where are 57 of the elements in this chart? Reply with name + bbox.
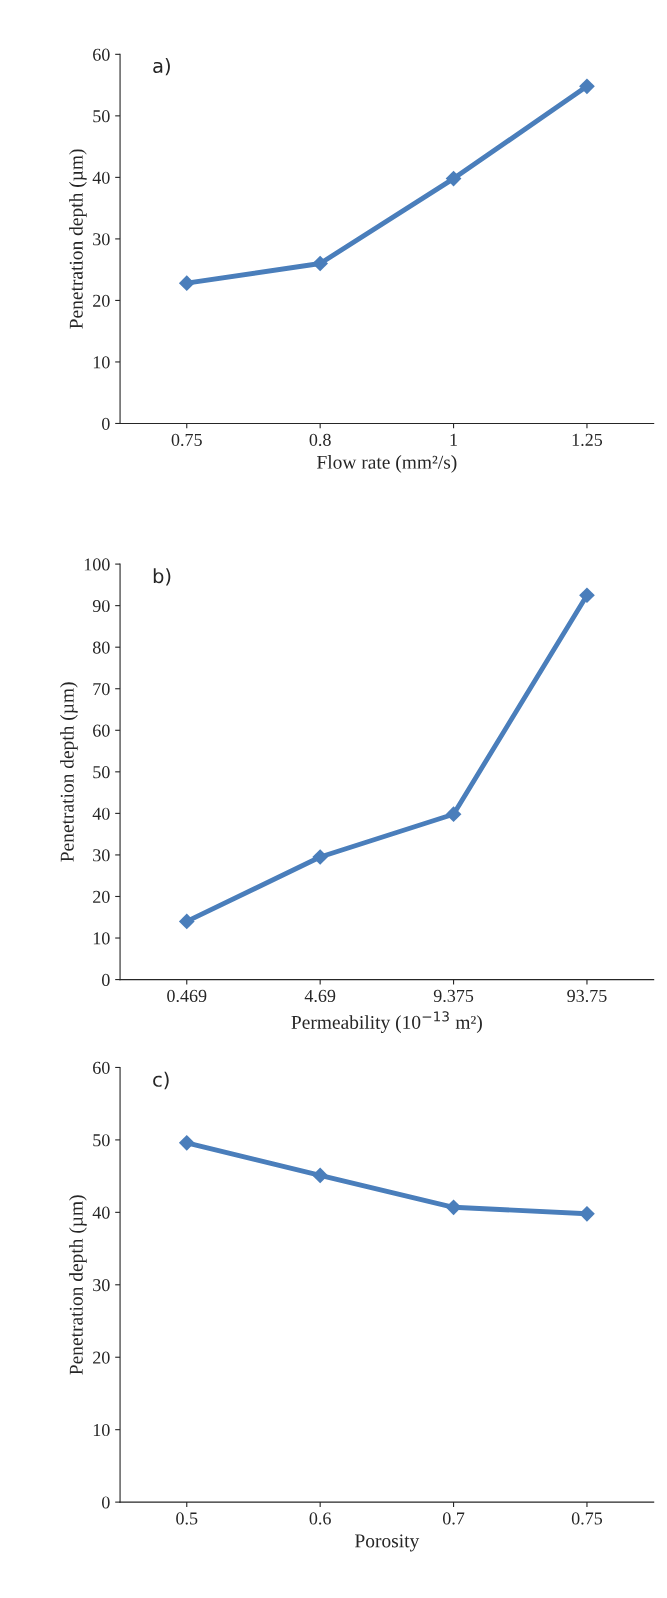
- point: [579, 78, 595, 95]
- x-tick-label: 9.375: [433, 989, 474, 1003]
- y-tick-label: 100: [84, 558, 110, 571]
- y-axis-title: Penetration depth (µm): [69, 1195, 87, 1375]
- y-tick-label: 40: [92, 807, 110, 820]
- y-tick-label: 10: [93, 356, 110, 369]
- x-tick-label: 0.8: [309, 433, 331, 446]
- point: [178, 275, 195, 292]
- y-tick-label: 60: [93, 48, 110, 61]
- y-tick-label: 30: [93, 233, 110, 246]
- y-tick-label: 0: [102, 1496, 110, 1509]
- point: [445, 170, 462, 187]
- y-tick-label: 40: [92, 171, 110, 184]
- point: [178, 1134, 195, 1151]
- x-tick-label: 93.75: [567, 989, 607, 1003]
- y-tick-label: 10: [93, 932, 110, 945]
- point: [579, 587, 595, 604]
- y-axis-title: Penetration depth (µm): [60, 682, 78, 862]
- chart-title: c): [153, 1071, 169, 1090]
- x-tick-label: 1: [450, 433, 457, 446]
- y-tick-label: 0: [102, 973, 110, 987]
- y-tick-label: 20: [93, 294, 110, 307]
- y-tick-label: 0: [102, 417, 110, 430]
- y-tick-label: 90: [92, 599, 110, 613]
- x-tick-label: 0.5: [176, 1512, 198, 1525]
- y-tick-label: 50: [93, 110, 110, 123]
- x-tick-label: 0.469: [167, 989, 207, 1003]
- x-tick-label: 4.69: [304, 989, 336, 1003]
- y-axis-title: Penetration depth (µm): [69, 149, 87, 329]
- x-tick-label: 1.25: [572, 433, 603, 446]
- point: [579, 1205, 595, 1222]
- chart-title: a): [153, 58, 170, 76]
- point: [312, 849, 329, 865]
- y-tick-label: 10: [93, 1423, 110, 1437]
- y-tick-label: 70: [93, 683, 110, 696]
- y-tick-label: 60: [93, 1061, 110, 1074]
- chart-title: b): [153, 568, 171, 586]
- y-tick-label: 30: [93, 1279, 110, 1292]
- point: [445, 806, 462, 823]
- x-tick-label: 0.7: [442, 1512, 465, 1525]
- x-axis-title: Flow rate (mm²/s): [317, 455, 457, 473]
- point: [178, 913, 195, 930]
- x-tick-label: 0.75: [571, 1512, 603, 1525]
- y-tick-label: 50: [93, 766, 110, 779]
- x-tick-label: 0.6: [309, 1512, 331, 1525]
- y-tick-label: 30: [93, 849, 110, 862]
- y-tick-label: 40: [92, 1206, 110, 1219]
- x-tick-label: 0.75: [171, 433, 202, 446]
- y-tick-label: 20: [93, 890, 110, 903]
- x-axis-title: Permeability (10$^{−13}$ m²): [291, 1011, 482, 1033]
- point: [312, 1167, 329, 1184]
- y-tick-label: 50: [93, 1134, 110, 1147]
- x-axis-title: Porosity: [355, 1534, 420, 1552]
- y-tick-label: 60: [93, 724, 110, 737]
- y-tick-label: 20: [93, 1351, 110, 1364]
- point: [312, 255, 329, 272]
- y-tick-label: 80: [92, 641, 110, 654]
